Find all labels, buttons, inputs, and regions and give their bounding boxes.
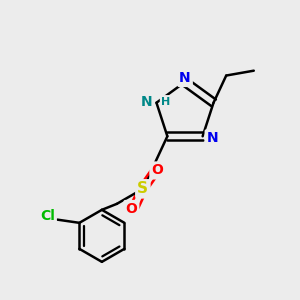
Text: O: O — [152, 164, 163, 178]
Text: Cl: Cl — [40, 208, 55, 223]
Text: O: O — [125, 202, 137, 216]
Text: N: N — [141, 95, 152, 109]
Text: H: H — [161, 97, 171, 107]
Text: N: N — [207, 131, 218, 145]
Text: S: S — [137, 181, 148, 196]
Text: N: N — [179, 71, 191, 85]
